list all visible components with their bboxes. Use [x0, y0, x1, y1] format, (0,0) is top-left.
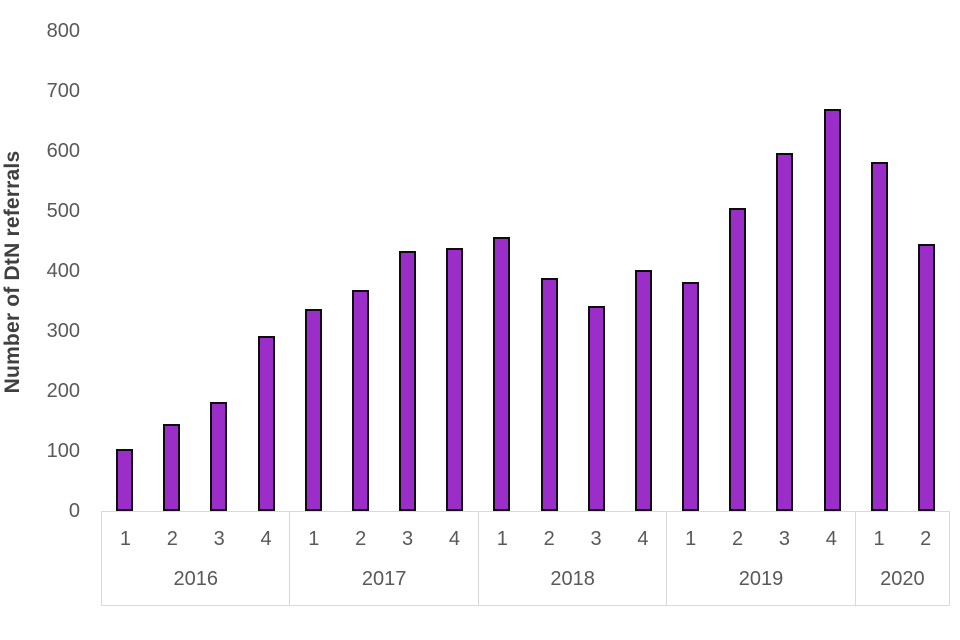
- quarter-label: 2: [166, 527, 178, 550]
- quarter-label: 1: [119, 527, 131, 550]
- quarter-label: 1: [308, 527, 320, 550]
- y-tick-label: 500: [46, 200, 80, 222]
- y-tick-label: 200: [46, 380, 80, 402]
- quarter-label: 3: [778, 527, 791, 550]
- quarter-label: 3: [402, 527, 414, 550]
- bar: [540, 277, 558, 511]
- y-tick-label: 700: [46, 80, 80, 102]
- quarter-label: 4: [637, 527, 649, 550]
- quarter-label: 2: [355, 527, 367, 550]
- bar: [682, 282, 700, 511]
- quarter-label: 4: [260, 527, 272, 550]
- quarter-row: 1 2 3 4: [667, 519, 854, 559]
- quarter-label: 2: [732, 527, 744, 550]
- y-tick-label: 0: [68, 500, 80, 522]
- year-label: 2019: [738, 567, 784, 590]
- y-tick-label: 800: [46, 20, 80, 42]
- quarter-label: 1: [496, 527, 508, 550]
- bar: [210, 401, 228, 511]
- year-group: 1 2 3 4 2017: [289, 512, 477, 605]
- y-tick-label: 300: [46, 320, 80, 342]
- bar: [870, 162, 888, 511]
- year-label: 2016: [173, 567, 218, 590]
- bar: [257, 335, 275, 511]
- quarter-row: 1 2 3 4: [102, 519, 289, 559]
- quarter-label: 4: [448, 527, 460, 550]
- bar: [304, 309, 322, 511]
- year-label: 2018: [550, 567, 595, 590]
- bar: [823, 109, 841, 511]
- quarter-label: 1: [873, 527, 885, 550]
- quarter-label: 3: [590, 527, 602, 550]
- bar: [116, 448, 134, 511]
- year-group: 1 2 2020: [854, 512, 949, 605]
- quarter-label: 2: [543, 527, 555, 550]
- bar: [729, 208, 747, 511]
- bar: [776, 153, 794, 511]
- quarter-label: 3: [213, 527, 225, 550]
- bar: [634, 269, 652, 511]
- bar: [446, 248, 464, 511]
- bar: [917, 244, 935, 511]
- quarter-label: 1: [685, 527, 697, 550]
- year-group: 1 2 3 4 2016: [101, 512, 289, 605]
- quarter-row: 1 2 3 4: [479, 519, 666, 559]
- bar: [399, 251, 417, 511]
- year-label: 2017: [361, 567, 407, 590]
- y-tick-label: 400: [46, 260, 80, 282]
- year-label: 2020: [880, 567, 925, 590]
- bar: [493, 236, 511, 511]
- bar: [351, 290, 369, 511]
- year-group: 1 2 3 4 2019: [666, 512, 854, 605]
- quarter-label: 4: [825, 527, 837, 550]
- y-tick-label: 100: [46, 440, 80, 462]
- year-group: 1 2 3 4 2018: [477, 512, 666, 605]
- y-tick-label: 600: [46, 140, 80, 162]
- plot-area: [101, 31, 950, 511]
- bar: [587, 306, 605, 511]
- bar: [163, 424, 181, 511]
- quarter-row: 1 2 3 4: [290, 519, 477, 559]
- quarter-label: 2: [920, 527, 932, 550]
- category-axis: 1 2 3 4 2016 1 2 3 4 2017 1 2 3 4 2018 1 2 3 4 2019 1 2 2020: [101, 511, 950, 606]
